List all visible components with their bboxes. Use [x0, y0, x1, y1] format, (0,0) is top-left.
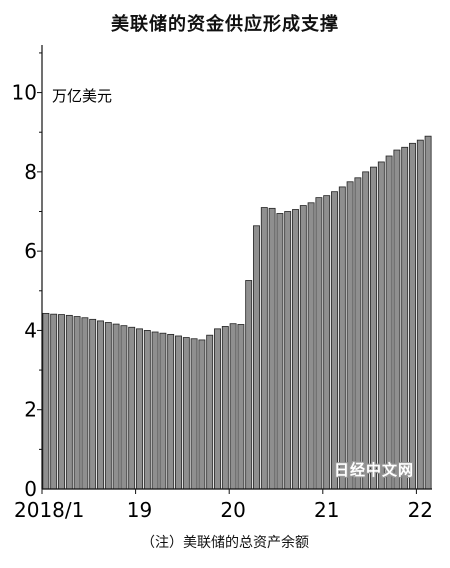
bar-2022/1 — [416, 139, 424, 490]
x-tick-label: 2018/1 — [14, 498, 84, 522]
bar-2019/9 — [198, 339, 206, 490]
bar-2018/4 — [65, 314, 73, 490]
bar-2019/11 — [214, 328, 221, 490]
chart-note: （注）美联储的总资产余额 — [141, 535, 309, 551]
bar-2018/5 — [73, 316, 81, 490]
bar-2018/9 — [104, 322, 112, 490]
axes-group: 0 2 4 6 8 10 2018/1 19 20 21 22 — [12, 45, 433, 522]
bar-2018/12 — [128, 326, 136, 490]
x-tick-label: 19 — [127, 498, 152, 522]
bar-2021/3 — [338, 186, 346, 490]
bar-2018/7 — [89, 318, 97, 490]
bar-2019/4 — [159, 332, 167, 490]
bar-2021/1 — [323, 195, 331, 490]
y-tick-label: 8 — [24, 160, 37, 184]
bar-2021/5 — [354, 177, 362, 490]
bar-2020/3 — [245, 280, 253, 490]
bar-2020/11 — [307, 202, 315, 490]
bars-group — [42, 135, 432, 490]
bar-2021/9 — [385, 155, 393, 490]
bar-2019/5 — [167, 333, 175, 490]
bar-2019/3 — [151, 331, 159, 490]
bar-2019/8 — [190, 338, 198, 490]
bar-2018/2 — [50, 313, 58, 490]
bar-2021/10 — [393, 149, 401, 490]
bar-2020/12 — [315, 197, 323, 490]
bar-2019/12 — [221, 326, 229, 490]
y-tick-label: 10 — [12, 81, 37, 105]
y-tick-label: 6 — [24, 239, 37, 263]
y-tick-label: 0 — [24, 477, 37, 501]
chart-title: 美联储的资金供应形成支撑 — [111, 14, 339, 35]
bar-2018/8 — [97, 320, 104, 490]
bar-2019/2 — [143, 330, 151, 490]
bar-2019/10 — [206, 334, 214, 490]
bar-2018/11 — [120, 325, 128, 490]
bar-2020/10 — [299, 205, 307, 490]
bar-2020/2 — [237, 324, 245, 490]
watermark: 日经中文网 — [334, 461, 415, 479]
bar-2020/1 — [229, 323, 237, 490]
bar-2019/6 — [175, 335, 182, 490]
bar-2021/11 — [401, 146, 409, 490]
x-tick-label: 22 — [408, 498, 433, 522]
bar-2019/1 — [136, 328, 143, 490]
bar-2018/1 — [42, 312, 50, 490]
x-tick-label: 21 — [314, 498, 339, 522]
bar-2020/8 — [284, 211, 292, 490]
bar-2018/6 — [81, 317, 89, 490]
bar-2021/8 — [377, 161, 385, 490]
y-tick-label: 2 — [24, 398, 37, 422]
bar-2019/7 — [182, 337, 190, 490]
bar-2021/6 — [362, 171, 370, 490]
bar-2020/5 — [260, 207, 268, 490]
bar-2018/10 — [112, 323, 120, 490]
x-tick-label: 20 — [220, 498, 245, 522]
bar-2021/7 — [370, 166, 377, 490]
bar-2020/6 — [268, 207, 276, 490]
bar-2020/9 — [292, 209, 299, 490]
bar-2021/2 — [331, 191, 338, 490]
bar-2021/12 — [409, 142, 416, 490]
y-tick-label: 4 — [24, 318, 37, 342]
bar-2022/2 — [424, 135, 432, 490]
bar-2018/3 — [58, 314, 65, 490]
bar-2020/4 — [253, 225, 260, 490]
y-unit-label: 万亿美元 — [52, 87, 112, 105]
bar-2020/7 — [276, 213, 284, 490]
bar-2021/4 — [346, 181, 354, 490]
